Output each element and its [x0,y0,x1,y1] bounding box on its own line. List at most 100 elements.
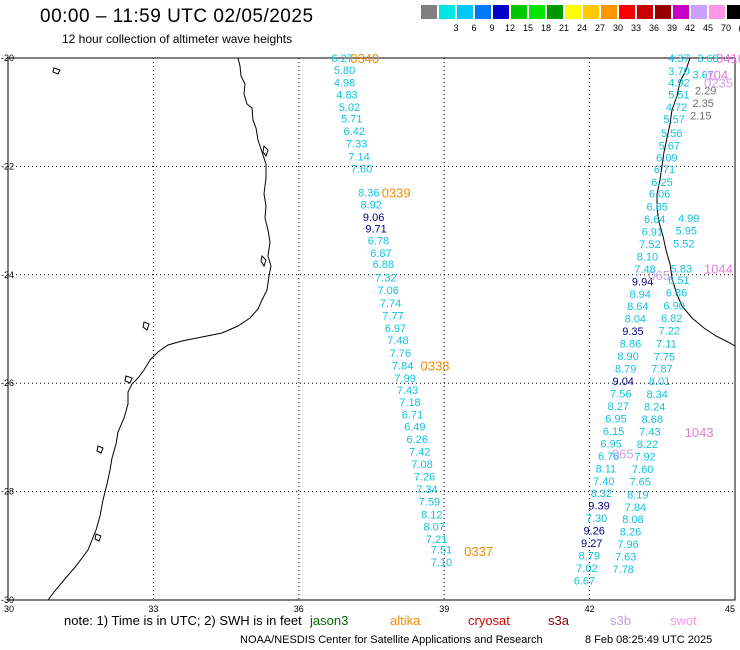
islet [94,533,102,542]
wave-height-value: 5.80 [334,65,355,77]
wave-height-value: 8.07 [424,521,445,533]
wave-height-value: 8.01 [649,376,670,388]
wave-height-value: 6.27 [331,53,352,65]
legend-label: 9 [489,23,495,33]
wave-height-value: 2.15 [690,110,711,122]
legend-swatch [493,5,509,19]
wave-height-value: 7.60 [351,164,372,176]
pass-time-label: 065 [612,447,634,462]
wave-height-value: 8.24 [644,402,665,414]
islet [142,321,150,331]
lon-tick-label: 42 [585,604,595,614]
wave-height-value: 6.25 [651,177,672,189]
wave-height-value: 7.43 [639,426,660,438]
wave-height-value: 7.99 [394,373,415,385]
pass-time-label: 0337 [464,544,493,559]
note-text: note: 1) Time is in UTC; 2) SWH is in fe… [64,613,302,628]
islet [260,254,267,268]
wave-height-value: 8.04 [625,314,646,326]
wave-height-value: 2.35 [692,98,713,110]
lon-tick-label: 39 [439,604,449,614]
wave-height-value: 9.27 [581,538,602,550]
islet [124,375,133,384]
wave-height-value: 7.76 [390,348,411,360]
wave-height-value: 9.04 [613,376,634,388]
wave-height-value: 5.52 [673,238,694,250]
wave-height-value: 2.29 [695,86,716,98]
legend-label: 33 [630,23,641,33]
wave-height-value: 8.08 [622,514,643,526]
satellite-cryosat: cryosat [468,613,510,628]
wave-height-value: 7.51 [431,545,452,557]
lon-tick-label: 45 [725,604,735,614]
legend-label: 42 [684,23,695,33]
africa-coastline [47,57,272,601]
legend-swatch [637,5,653,19]
wave-height-value: 8.94 [629,289,650,301]
islet [262,144,269,158]
wave-height-value: 4.37 [668,53,689,65]
legend-swatch [439,5,455,19]
wave-height-value: 6.86 [666,288,687,300]
wave-height-value: 7.22 [659,326,680,338]
wave-height-value: 3.67 [692,69,713,81]
wave-height-value: 8.19 [627,489,648,501]
lon-tick-label: 30 [4,604,14,614]
wave-height-value: 7.42 [409,446,430,458]
lon-tick-label: 33 [148,604,158,614]
wave-height-value: 6.85 [646,202,667,214]
wave-height-value: 4.72 [666,102,687,114]
coastline [47,57,736,601]
credit-text: NOAA/NESDIS Center for Satellite Applica… [240,634,543,646]
satellite-s3b: s3b [610,613,631,628]
legend-label: 18 [540,23,551,33]
wave-height-value: 7.33 [346,139,367,151]
legend-swatch [601,5,617,19]
wave-height-value: 6.97 [385,323,406,335]
wave-height-value: 8.79 [615,364,636,376]
wave-height-value: 6.91 [642,226,663,238]
wave-height-value: 7.43 [397,385,418,397]
wave-height-value: 6.49 [404,422,425,434]
legend-label: 21 [558,23,569,33]
legend-swatch [547,5,563,19]
wave-height-value: 5.67 [659,140,680,152]
wave-height-value: 9.35 [622,326,643,338]
wave-height-value: 8.34 [646,389,667,401]
lat-lon-grid [7,57,736,601]
wave-height-value: 7.02 [576,563,597,575]
legend-label: 27 [594,23,605,33]
page-subtitle: 12 hour collection of altimeter wave hei… [62,32,293,46]
wave-height-value: 9.71 [365,224,386,236]
pass-time-label: 1044 [704,261,733,276]
wave-height-value: 7.14 [348,152,369,164]
wave-height-value: 7.60 [632,464,653,476]
wave-height-value: 7.78 [613,564,634,576]
lat-tick-label: -26 [1,378,14,388]
lat-tick-label: -28 [1,487,14,497]
pass-time-label: 0340 [350,51,379,66]
wave-height-value: 7.10 [431,557,452,569]
wave-height-value: 6.42 [344,126,365,138]
wave-height-value: 7.63 [615,552,636,564]
wave-height-value: 7.08 [411,459,432,471]
wave-height-value: 7.74 [380,298,401,310]
satellite-swot: swot [670,613,697,628]
wave-height-value: 4.98 [334,77,355,89]
wave-height-value: 6.67 [574,575,595,587]
wave-height-value: 6.06 [649,189,670,201]
legend-label: 36 [648,23,659,33]
pass-time-label: 065 [648,268,670,283]
altimeter-tracks: 6.275.804.984.835.025.716.427.337.147.60… [331,53,718,587]
legend-label: 3 [453,23,459,33]
wave-height-value: 7.21 [426,534,447,546]
wave-height-value: 7.26 [414,471,435,483]
lat-tick-label: -22 [1,161,14,171]
wave-height-value: 5.02 [339,102,360,114]
wave-height-value: 6.82 [661,313,682,325]
wave-height-value: 8.22 [637,439,658,451]
pass-time-label: 0235 [704,75,733,90]
wave-height-value: 5.51 [668,89,689,101]
legend-swatch [565,5,581,19]
wave-height-value: 8.64 [627,301,648,313]
